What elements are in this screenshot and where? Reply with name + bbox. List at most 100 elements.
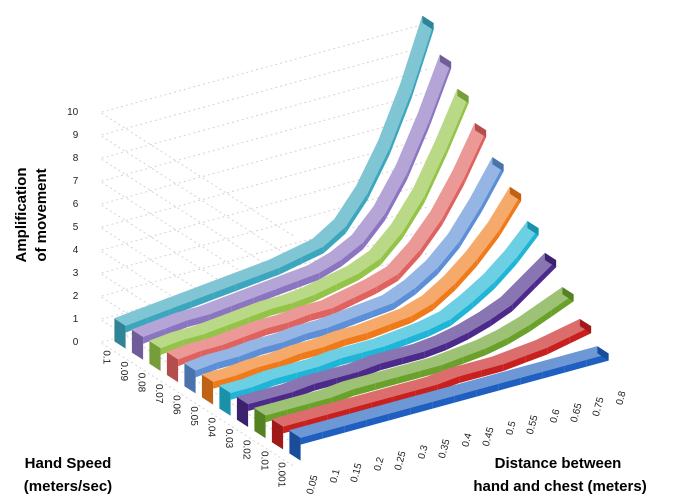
x-tick-label: 0.1 — [328, 468, 342, 485]
ribbon-front — [389, 316, 412, 332]
ribbon-front — [564, 359, 587, 373]
x-title: Distance between — [495, 455, 622, 472]
ribbon-front — [437, 240, 460, 275]
ribbon-end — [271, 419, 284, 450]
ribbon-front — [297, 272, 320, 288]
ribbon-front — [354, 286, 377, 305]
y-tick-label: 3 — [73, 268, 79, 279]
y-tick-label: 10 — [67, 107, 79, 118]
ribbon-front — [397, 370, 420, 384]
ribbon-front — [485, 337, 508, 356]
ribbon-front — [428, 319, 451, 337]
ribbon-front — [310, 308, 333, 321]
x-tick-label: 0.25 — [393, 450, 409, 472]
series-label: 0.02 — [241, 440, 252, 460]
ribbon-front — [200, 344, 223, 358]
ribbon-front — [165, 320, 188, 336]
ribbon-front — [459, 370, 482, 384]
ribbon-front — [305, 414, 328, 428]
ribbon-front — [336, 371, 359, 385]
ribbon-front — [331, 388, 354, 405]
series-label: 0.06 — [171, 395, 182, 415]
ribbon-front — [345, 192, 368, 234]
ribbon-end — [289, 430, 301, 461]
ribbon-front — [349, 402, 372, 416]
ribbon-end — [579, 319, 592, 334]
x-tick-label: 0.5 — [504, 420, 518, 437]
ribbon-front — [327, 319, 350, 335]
ribbon-front — [222, 336, 245, 352]
series-label: 0.09 — [118, 362, 129, 382]
ribbon-front — [363, 213, 386, 250]
y-tick-label: 6 — [73, 199, 79, 210]
ribbon-front — [424, 343, 447, 359]
ribbon-front — [341, 242, 364, 267]
ribbon-front — [318, 358, 341, 374]
ribbon-front — [512, 282, 535, 312]
series-label: 0.04 — [206, 418, 217, 438]
ribbon-front — [406, 329, 429, 345]
ribbon-front — [344, 419, 367, 433]
ribbon-front — [323, 338, 346, 354]
ribbon-front — [393, 390, 416, 404]
ribbon-front — [191, 292, 214, 308]
ribbon-front — [336, 273, 359, 291]
ribbon-front — [235, 367, 258, 383]
ribbon-end — [439, 54, 452, 69]
ribbon-front — [415, 384, 438, 398]
ribbon-front — [195, 362, 218, 378]
ribbon-front — [230, 386, 253, 400]
x-tick-label: 0.2 — [372, 456, 386, 473]
ribbon-end — [422, 15, 434, 31]
ribbon-front — [305, 327, 328, 341]
ribbon-front — [429, 61, 452, 128]
ribbon-end — [149, 340, 161, 371]
ribbon-front — [319, 259, 342, 280]
ribbon-end — [509, 186, 522, 202]
ribbon-front — [464, 130, 487, 185]
ribbon-end — [527, 221, 539, 236]
ribbon-end — [544, 253, 557, 268]
series-label: 0.08 — [136, 373, 147, 393]
ribbon-front — [380, 357, 403, 371]
ribbon-front — [384, 337, 407, 354]
ribbon-front — [265, 409, 288, 423]
ribbon-front — [419, 364, 442, 378]
ribbon-end — [562, 287, 574, 302]
x-tick-label: 0.65 — [569, 402, 585, 424]
series-label: 0.001 — [276, 462, 287, 487]
ribbon-front — [481, 364, 504, 378]
ribbon-front — [494, 257, 517, 289]
grid-line — [99, 67, 431, 283]
ribbon-front — [468, 319, 491, 340]
ribbon-front — [525, 347, 548, 363]
ribbon-front — [407, 120, 430, 180]
ribbon-front — [178, 350, 201, 367]
x-tick-label: 0.75 — [591, 396, 607, 418]
x-tick-label: 0.8 — [614, 390, 628, 407]
ribbon-front — [143, 328, 166, 344]
ribbon-front — [393, 287, 416, 310]
ribbon-front — [420, 218, 443, 257]
x-tick-label: 0.3 — [416, 444, 430, 461]
ribbon-front — [463, 348, 486, 364]
series-label: 0.07 — [153, 384, 164, 404]
ribbon-end — [254, 408, 266, 439]
ribbon-front — [389, 91, 412, 155]
ribbon-front — [520, 371, 543, 385]
ribbon-front — [279, 353, 302, 369]
ribbon-front — [301, 347, 324, 360]
ribbon-front — [490, 304, 513, 327]
ribbon-front — [415, 267, 438, 295]
ribbon-front — [398, 249, 421, 281]
ribbon-front — [450, 301, 473, 326]
y-tick-label: 7 — [73, 176, 79, 187]
ribbon-front — [385, 172, 408, 221]
ribbon-front — [217, 356, 240, 370]
ribbon-front — [454, 389, 477, 403]
ribbon-front — [226, 317, 249, 333]
ribbon-front — [569, 326, 592, 344]
ribbon-front — [287, 403, 310, 417]
ribbon-front — [503, 355, 526, 372]
x-tick-label: 0.6 — [548, 408, 562, 425]
